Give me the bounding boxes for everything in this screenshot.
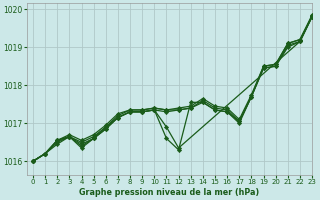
X-axis label: Graphe pression niveau de la mer (hPa): Graphe pression niveau de la mer (hPa) [79,188,260,197]
